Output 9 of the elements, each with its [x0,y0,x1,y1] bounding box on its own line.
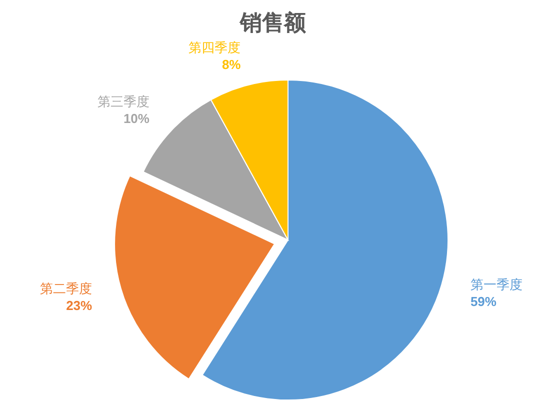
chart-title: 销售额 [239,10,307,35]
slice-label: 第四季度 [188,40,241,55]
data-label: 59% [470,294,497,310]
data-label: 23% [66,298,93,313]
slice-label: 第二季度 [40,280,92,296]
slice-label: 第三季度 [97,94,150,109]
slice-label: 第一季度 [470,277,522,292]
data-label: 10% [123,110,150,126]
data-label: 8% [222,56,242,72]
